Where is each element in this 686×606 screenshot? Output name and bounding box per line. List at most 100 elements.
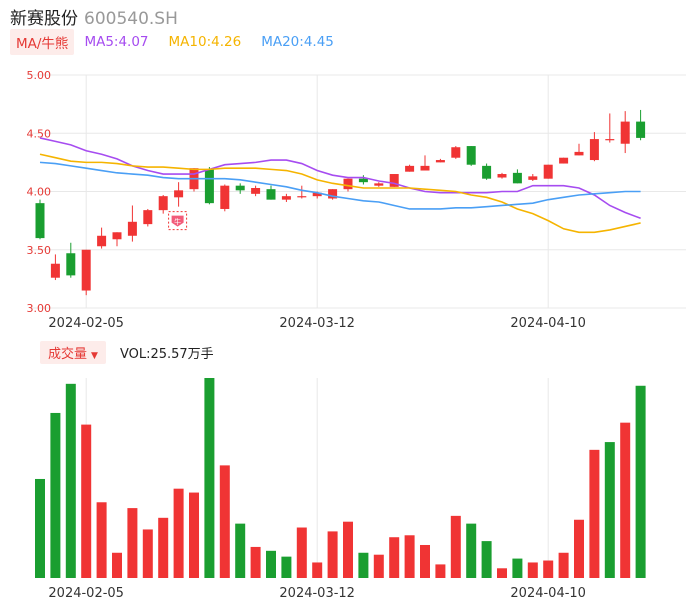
candle-body: [174, 190, 184, 198]
badge-label: 牛: [174, 217, 181, 226]
candle: [636, 109, 646, 141]
candle-body: [451, 147, 461, 158]
x-tick-label: 2024-03-12: [279, 316, 355, 331]
candle: [112, 232, 122, 247]
candle: [266, 185, 276, 200]
candle-body: [158, 196, 168, 211]
y-tick-label: 4.50: [27, 127, 52, 140]
volume-bar: [65, 383, 76, 578]
volume-indicator-dropdown[interactable]: 成交量 ▼: [40, 340, 106, 364]
candle: [589, 132, 599, 162]
volume-bar: [142, 529, 153, 578]
candle-body: [420, 165, 430, 171]
volume-bar: [281, 556, 292, 578]
candle-body: [50, 263, 60, 278]
volume-bar: [81, 424, 92, 578]
volume-bar: [189, 492, 199, 578]
volume-bar: [389, 537, 400, 578]
volume-bar: [620, 422, 631, 578]
candle-body: [528, 176, 538, 180]
candle: [528, 174, 538, 182]
candle-body: [266, 189, 276, 200]
candle: [81, 249, 91, 296]
volume-bar: [497, 568, 507, 578]
volume-bar: [604, 442, 615, 578]
ma-legend: MA/牛熊 MA5:4.07 MA10:4.26 MA20:4.45: [10, 29, 348, 55]
volume-legend: 成交量 ▼ VOL:25.57万手: [40, 340, 214, 364]
x-tick-label: 2024-02-05: [48, 586, 124, 601]
x-tick-label: 2024-02-05: [48, 316, 124, 331]
volume-bar: [96, 502, 107, 578]
candle-body: [374, 183, 384, 186]
volume-bar: [35, 478, 45, 578]
volume-bar: [466, 523, 477, 578]
x-tick-label: 2024-04-10: [510, 316, 586, 331]
volume-bar: [358, 552, 369, 578]
volume-bar: [250, 546, 261, 578]
candle: [574, 143, 584, 156]
ma10-label: MA10:4.26: [168, 34, 242, 50]
candle-body: [251, 188, 261, 194]
candle: [143, 208, 153, 227]
volume-bar: [204, 378, 215, 578]
candle: [174, 182, 184, 207]
candle: [204, 167, 214, 205]
volume-bar: [527, 562, 538, 578]
candle: [497, 172, 507, 179]
candle-body: [358, 178, 368, 183]
candle: [482, 163, 492, 180]
ma10-line: [39, 153, 641, 234]
candle: [127, 205, 137, 242]
volume-bar: [481, 541, 492, 578]
volume-bar: [635, 385, 646, 578]
candle: [281, 193, 291, 202]
volume-bar: [589, 449, 600, 578]
candle-body: [328, 189, 338, 199]
candle-body: [543, 164, 553, 179]
candle-body: [35, 203, 45, 239]
candle: [158, 194, 168, 214]
y-tick-label: 5.00: [27, 69, 52, 82]
x-tick-label: 2024-04-10: [510, 586, 586, 601]
volume-value: VOL:25.57万手: [119, 346, 214, 362]
candle-body: [281, 196, 291, 200]
volume-bar: [296, 527, 307, 578]
candle: [620, 111, 630, 154]
volume-bar: [558, 552, 569, 578]
candle-body: [589, 139, 599, 161]
x-tick-label: 2024-03-12: [279, 586, 355, 601]
volume-bar: [158, 517, 169, 578]
ma20-label: MA20:4.45: [261, 34, 334, 50]
shield-icon: [171, 215, 184, 227]
candle-body: [297, 196, 307, 198]
candle: [374, 182, 384, 187]
candle: [189, 168, 199, 192]
candle-body: [574, 151, 584, 156]
ma20-line: [39, 161, 641, 210]
bull-signal-badge: 牛: [168, 211, 188, 231]
volume-bar: [450, 515, 461, 578]
candle-body: [235, 185, 245, 191]
ma-toggle-button[interactable]: MA/牛熊: [10, 29, 75, 55]
candle-body: [81, 249, 91, 291]
candle-body: [127, 221, 137, 236]
stock-code: 600540.SH: [84, 9, 178, 29]
volume-bar: [235, 523, 246, 578]
candle-body: [389, 174, 399, 187]
candle: [35, 199, 45, 240]
candle-body: [636, 121, 646, 138]
candle: [297, 185, 307, 199]
volume-bar: [343, 521, 353, 578]
candle: [559, 157, 569, 164]
volume-bar: [112, 552, 122, 578]
candle-body: [66, 253, 76, 276]
candle-body: [466, 146, 476, 165]
volume-bar: [373, 554, 384, 578]
volume-bar: [574, 519, 584, 578]
candle-body: [620, 121, 630, 144]
candle-body: [482, 165, 492, 179]
volume-bar: [543, 560, 554, 578]
stock-name: 新赛股份: [10, 9, 78, 29]
candle-body: [497, 174, 507, 178]
